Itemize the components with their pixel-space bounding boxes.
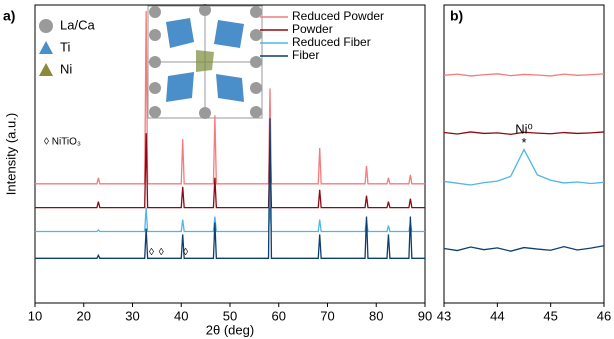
phase-label: ◊ NiTiO₃	[44, 137, 81, 148]
x-tick-label: 60	[272, 308, 286, 323]
x-tick-label: 90	[418, 308, 432, 323]
x-tick-label: 20	[77, 308, 91, 323]
x-tick-label: 80	[369, 308, 383, 323]
panel-label: a)	[3, 8, 15, 24]
x-axis-label: 2θ (deg)	[206, 322, 254, 337]
series-line	[35, 10, 425, 185]
ti-icon	[39, 41, 53, 54]
series-line	[443, 245, 605, 252]
x-tick-label: 10	[28, 308, 42, 323]
plot-frame	[443, 4, 605, 304]
x-tick-label: 30	[125, 308, 139, 323]
inset-legend-label: La/Ca	[60, 17, 95, 32]
inset-legend-label: Ti	[60, 39, 70, 54]
ni-site	[196, 50, 214, 72]
octahedron	[214, 20, 244, 48]
la-atoms	[149, 4, 262, 119]
x-tick-label: 46	[597, 308, 611, 323]
x-tick-label: 44	[490, 308, 504, 323]
phase-marker: ◊	[149, 247, 154, 258]
panel-label: b)	[450, 8, 463, 24]
legend-label: Fiber	[292, 48, 319, 62]
legend-label: Reduced Powder	[292, 9, 384, 23]
x-tick-label: 70	[320, 308, 334, 323]
octahedron	[166, 18, 194, 48]
series-line	[35, 207, 425, 233]
legend-label: Powder	[292, 22, 333, 36]
x-tick-label: 45	[543, 308, 557, 323]
x-tick-label: 43	[437, 308, 451, 323]
phase-marker: ◊	[183, 247, 188, 258]
series-line	[35, 118, 425, 259]
series-line	[443, 73, 605, 77]
series-line	[443, 148, 605, 186]
la-icon	[39, 19, 53, 33]
crystal-inset	[147, 4, 263, 119]
octahedron	[216, 74, 244, 102]
peak-annotation: *	[521, 135, 526, 150]
octahedron	[166, 72, 194, 102]
phase-marker: ◊	[159, 247, 164, 258]
inset-legend-label: Ni	[60, 61, 72, 76]
series-line	[443, 131, 605, 135]
x-tick-label: 40	[174, 308, 188, 323]
y-axis-label: Intensity (a.u.)	[3, 113, 18, 195]
ni-icon	[39, 63, 53, 76]
peak-annotation: Ni⁰	[515, 122, 533, 137]
x-tick-label: 50	[223, 308, 237, 323]
legend-label: Reduced Fiber	[292, 35, 371, 49]
